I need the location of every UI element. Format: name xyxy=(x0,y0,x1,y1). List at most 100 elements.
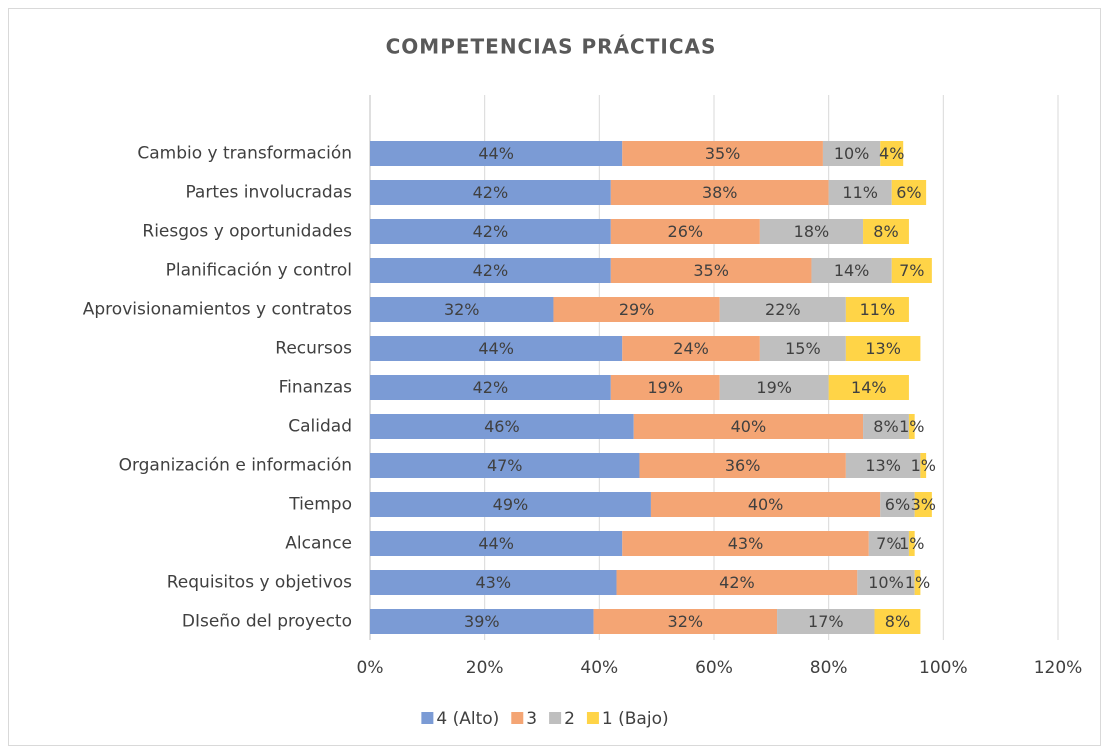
bar-segment xyxy=(868,531,909,556)
bar-segment xyxy=(633,414,864,439)
y-tick-label: Finanzas xyxy=(279,378,353,398)
data-label: 36% xyxy=(725,456,761,475)
data-label: 7% xyxy=(876,534,901,553)
bar-segment xyxy=(370,297,554,322)
bar-segment xyxy=(908,414,915,439)
bar-segment xyxy=(622,531,869,556)
y-tick-label: Partes involucradas xyxy=(185,183,352,203)
x-tick-label: 20% xyxy=(466,658,504,678)
bar-segment xyxy=(920,453,927,478)
data-label: 38% xyxy=(702,183,738,202)
data-label: 22% xyxy=(765,300,801,319)
x-tick-label: 120% xyxy=(1034,658,1083,678)
y-tick-label: Planificación y control xyxy=(166,261,352,281)
data-label: 14% xyxy=(834,261,870,280)
bar-segment xyxy=(908,531,915,556)
x-tick-label: 0% xyxy=(357,658,384,678)
data-label: 4% xyxy=(879,144,904,163)
data-label: 29% xyxy=(619,300,655,319)
data-label: 24% xyxy=(673,339,709,358)
x-tick-label: 80% xyxy=(810,658,848,678)
data-label: 47% xyxy=(487,456,523,475)
bar-segment xyxy=(759,219,864,244)
bar-segment xyxy=(845,336,921,361)
data-label: 26% xyxy=(668,222,704,241)
data-label: 42% xyxy=(473,183,509,202)
bar-segment xyxy=(370,453,640,478)
y-tick-label: Tiempo xyxy=(288,495,352,515)
data-label: 44% xyxy=(478,339,514,358)
legend-label: 4 (Alto) xyxy=(436,709,499,729)
data-label: 35% xyxy=(705,144,741,163)
data-label: 19% xyxy=(647,378,683,397)
data-label: 8% xyxy=(885,612,910,631)
bar-segment xyxy=(759,336,846,361)
y-tick-label: Aprovisionamientos y contratos xyxy=(83,300,352,320)
bar-segment xyxy=(828,375,909,400)
data-label: 43% xyxy=(728,534,764,553)
y-tick-label: DIseño del proyecto xyxy=(182,612,352,632)
bar-segment xyxy=(370,258,611,283)
bar-segment xyxy=(639,453,846,478)
bar-segment xyxy=(891,258,932,283)
data-label: 43% xyxy=(475,573,511,592)
x-tick-label: 40% xyxy=(580,658,618,678)
data-label: 32% xyxy=(668,612,704,631)
bar-segment xyxy=(610,219,760,244)
data-label: 39% xyxy=(464,612,500,631)
bar-segment xyxy=(845,453,921,478)
bar-segment xyxy=(914,492,932,517)
bar-segment xyxy=(828,180,892,205)
bar-segment xyxy=(370,375,611,400)
bar-segment xyxy=(370,180,611,205)
bar-segment xyxy=(863,219,909,244)
bar-segment xyxy=(857,570,915,595)
x-tick-label: 60% xyxy=(695,658,733,678)
y-tick-label: Organización e información xyxy=(119,456,352,476)
x-tick-label: 100% xyxy=(919,658,968,678)
chart-title: COMPETENCIAS PRÁCTICAS xyxy=(386,35,717,59)
data-label: 49% xyxy=(493,495,529,514)
bar-segment xyxy=(553,297,720,322)
data-label: 13% xyxy=(865,339,901,358)
bar-segment xyxy=(370,609,594,634)
legend-swatch xyxy=(421,712,434,724)
data-label: 6% xyxy=(896,183,921,202)
legend-label: 2 xyxy=(564,709,575,729)
bar-segment xyxy=(811,258,892,283)
bar-segment xyxy=(610,258,812,283)
bar-segment xyxy=(610,180,829,205)
data-label: 11% xyxy=(842,183,878,202)
legend-swatch xyxy=(549,712,562,724)
data-label: 8% xyxy=(873,222,898,241)
bar-segment xyxy=(719,297,846,322)
bar-segment xyxy=(370,492,651,517)
data-label: 44% xyxy=(478,144,514,163)
legend-swatch xyxy=(586,712,599,724)
data-label: 1% xyxy=(899,417,924,436)
y-tick-label: Recursos xyxy=(275,339,352,359)
bar-segment xyxy=(880,492,915,517)
data-label: 32% xyxy=(444,300,480,319)
data-label: 10% xyxy=(834,144,870,163)
data-label: 42% xyxy=(719,573,755,592)
bar-segment xyxy=(914,570,921,595)
data-label: 17% xyxy=(808,612,844,631)
bar-segment xyxy=(616,570,858,595)
data-label: 44% xyxy=(478,534,514,553)
data-label: 6% xyxy=(885,495,910,514)
data-label: 42% xyxy=(473,378,509,397)
bar-segment xyxy=(370,414,634,439)
bar-segment xyxy=(863,414,909,439)
data-label: 40% xyxy=(748,495,784,514)
bar-segment xyxy=(610,375,720,400)
data-label: 13% xyxy=(865,456,901,475)
data-label: 40% xyxy=(731,417,767,436)
data-label: 1% xyxy=(905,573,930,592)
data-label: 8% xyxy=(873,417,898,436)
data-label: 18% xyxy=(794,222,830,241)
data-label: 10% xyxy=(868,573,904,592)
bar-segment xyxy=(777,609,875,634)
data-label: 35% xyxy=(693,261,729,280)
